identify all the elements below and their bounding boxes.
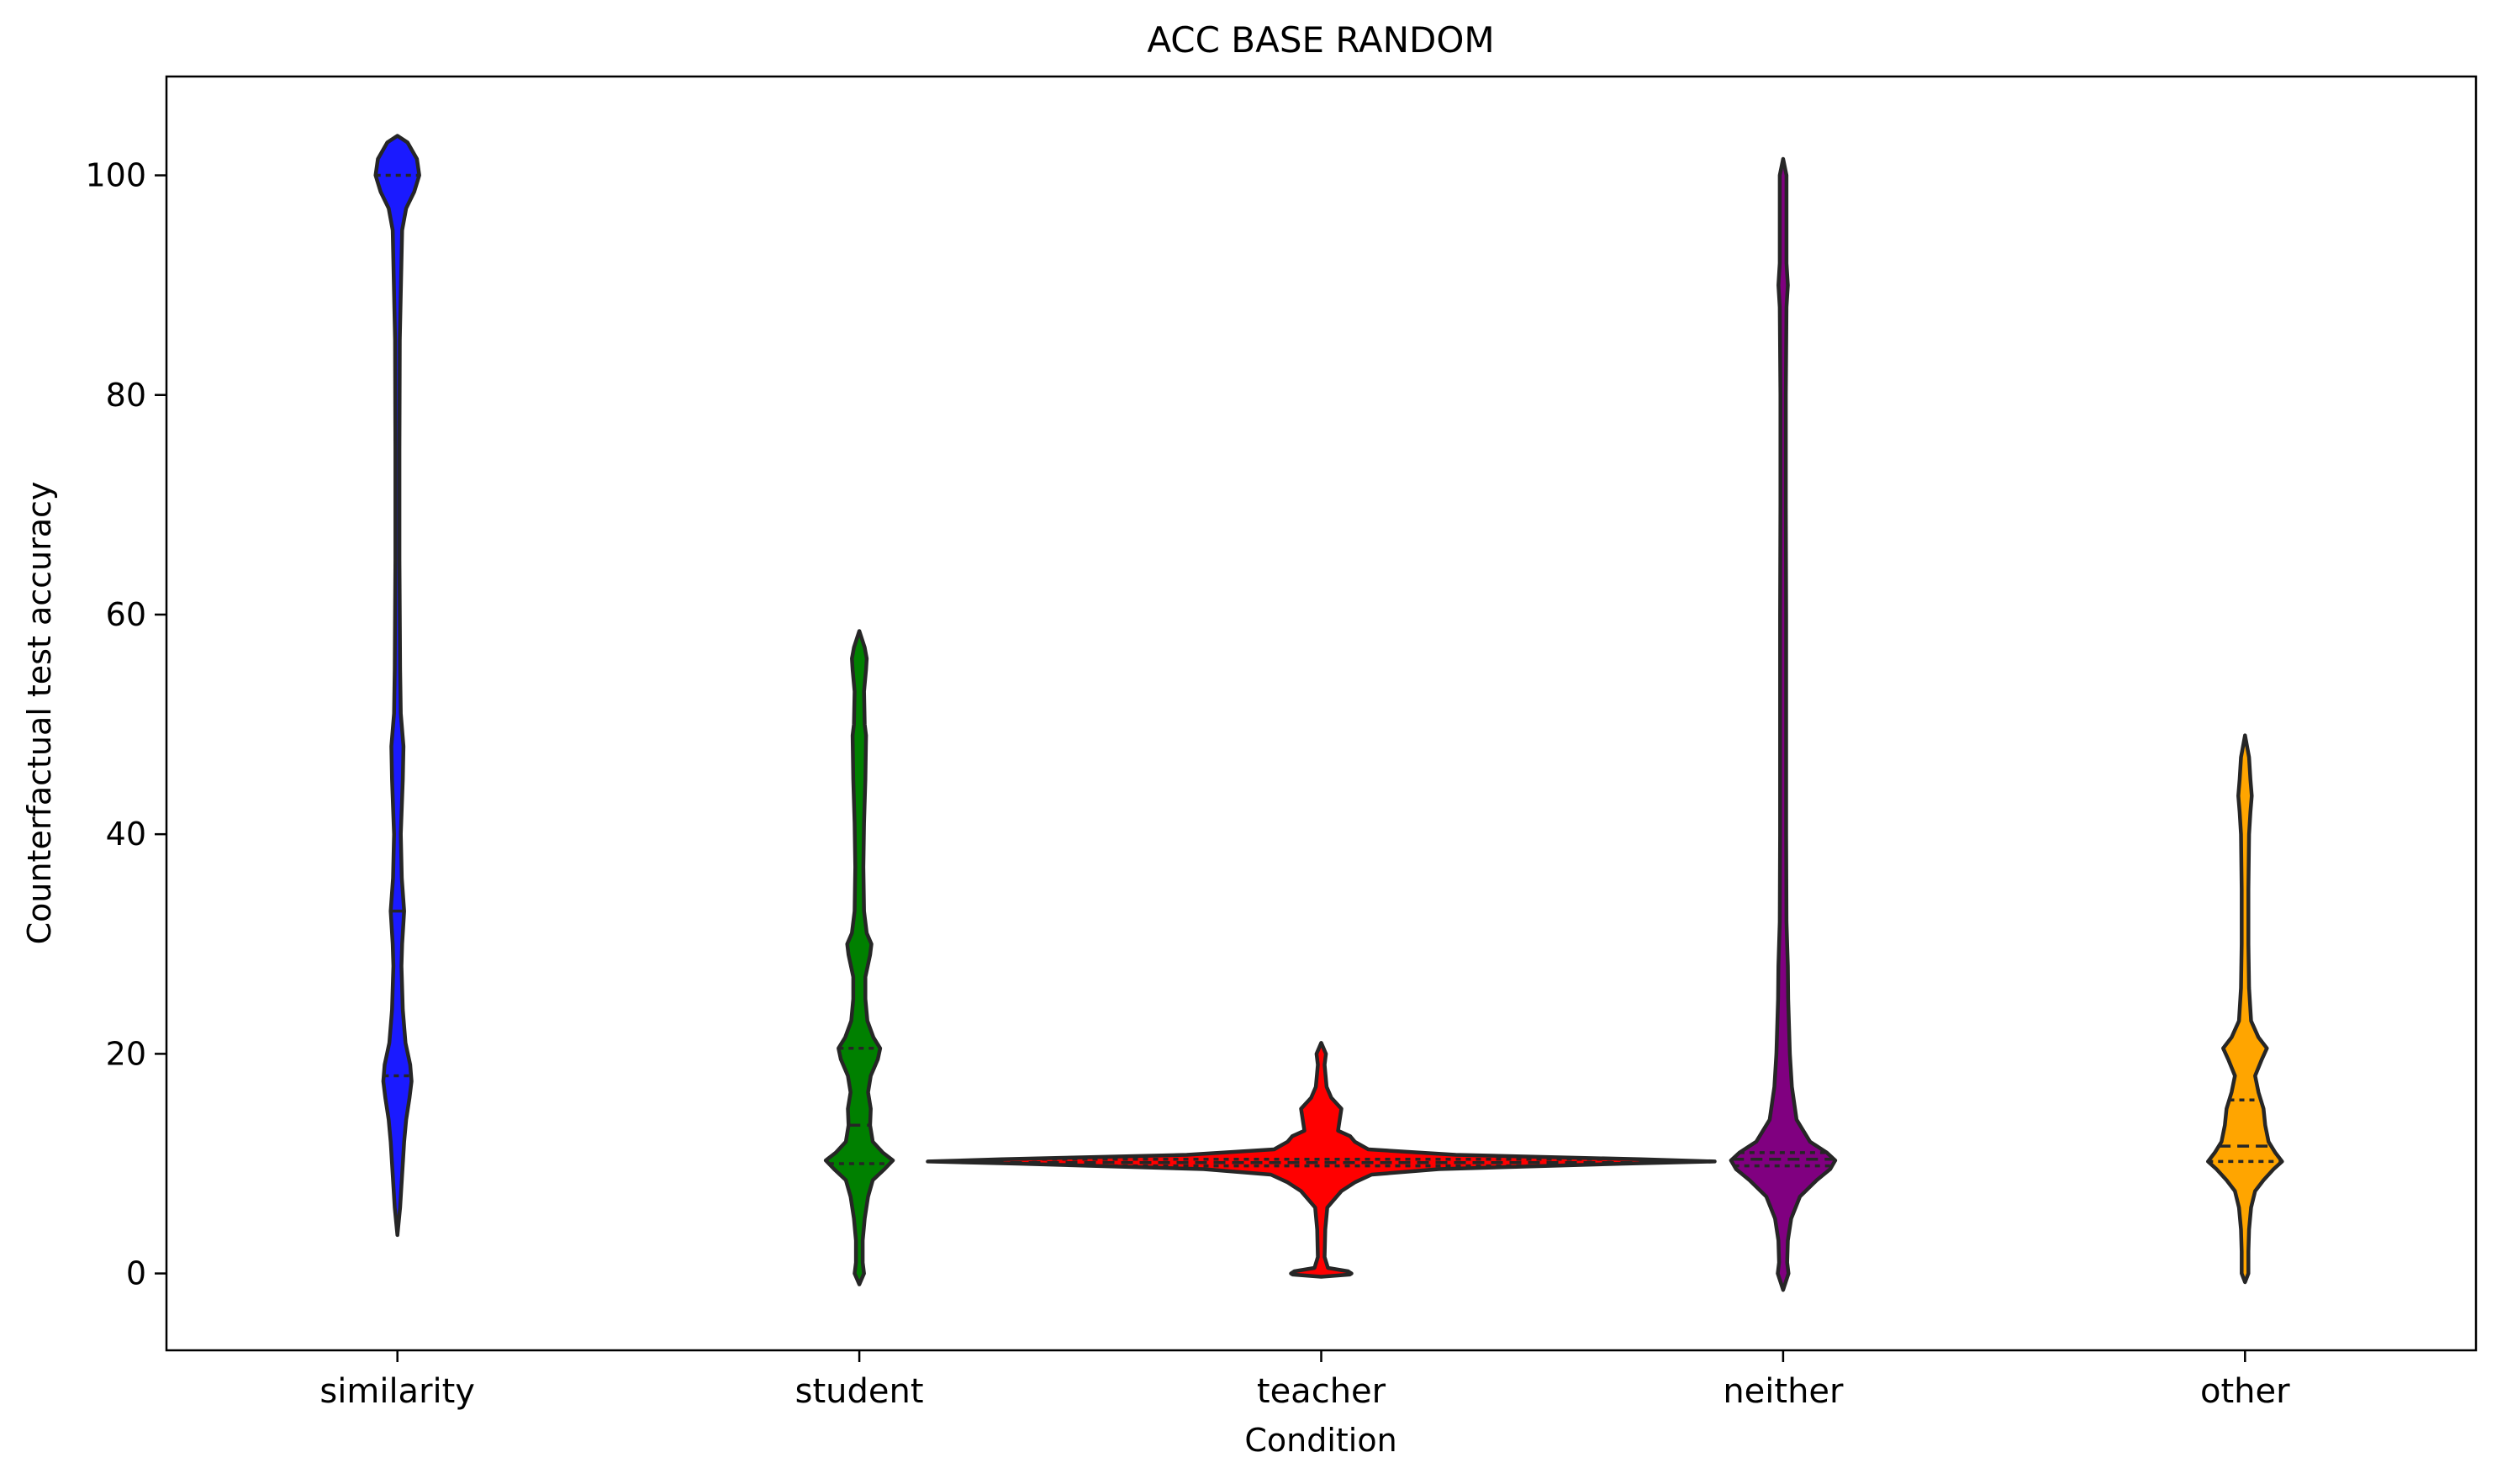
violin-body-similarity	[373, 134, 421, 1238]
violin-other	[2206, 733, 2284, 1285]
chart-title: ACC BASE RANDOM	[1147, 19, 1494, 61]
y-tick-label: 80	[106, 377, 146, 414]
violin-body-other	[2206, 733, 2284, 1285]
y-tick-label: 0	[126, 1255, 146, 1292]
violin-neither	[1729, 156, 1838, 1292]
y-tick-label: 20	[106, 1035, 146, 1072]
x-tick-label-neither: neither	[1723, 1372, 1844, 1411]
x-tick-label-other: other	[2200, 1372, 2290, 1411]
x-tick-label-similarity: similarity	[319, 1372, 475, 1411]
violin-body-teacher	[926, 1041, 1717, 1279]
violin-student	[823, 629, 895, 1286]
violin-body-student	[823, 629, 895, 1286]
y-tick-label: 100	[85, 157, 146, 194]
y-tick-label: 60	[106, 596, 146, 633]
violin-plot-area	[373, 134, 2284, 1292]
x-axis: similarity student teacher neither other	[319, 1350, 2290, 1411]
violin-similarity	[373, 134, 421, 1238]
violin-body-neither	[1729, 156, 1838, 1292]
x-tick-label-teacher: teacher	[1257, 1372, 1386, 1411]
y-axis-label: Counterfactual test accuracy	[21, 482, 58, 945]
y-axis: 0 20 40 60 80 100	[85, 157, 166, 1292]
violin-teacher	[926, 1041, 1717, 1279]
x-tick-label-student: student	[795, 1372, 924, 1411]
x-axis-label: Condition	[1244, 1422, 1396, 1459]
y-tick-label: 40	[106, 816, 146, 853]
